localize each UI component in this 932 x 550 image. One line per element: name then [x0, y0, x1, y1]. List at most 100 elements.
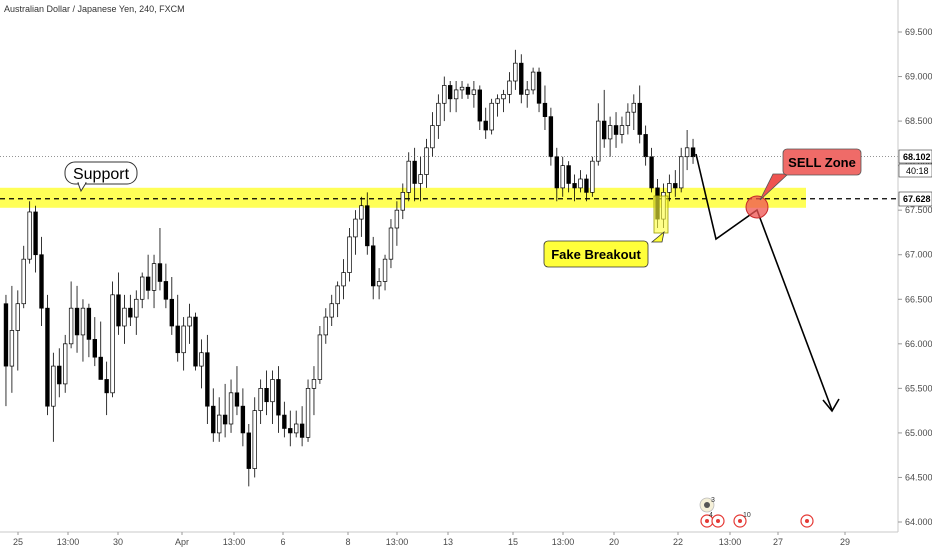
chart-title: Australian Dollar / Japanese Yen, 240, F… — [4, 4, 185, 14]
candle — [157, 228, 163, 291]
candle-body — [371, 245, 376, 287]
event-flag-icon-2[interactable]: 10 — [733, 512, 751, 528]
candle — [542, 85, 548, 130]
candle — [134, 290, 139, 335]
candle — [258, 379, 263, 424]
candle-body — [68, 307, 74, 345]
candle — [110, 281, 115, 398]
event-badges[interactable]: 3 4 10 — [699, 497, 814, 528]
candle-body — [667, 183, 672, 193]
candle — [483, 107, 488, 139]
candle-body — [513, 62, 518, 82]
candle-body — [596, 120, 601, 162]
candle — [228, 379, 234, 433]
y-tick-label: 65.000 — [905, 428, 932, 438]
candle — [530, 67, 536, 95]
candle — [347, 228, 352, 282]
candle-body — [572, 183, 577, 189]
event-count-1: 4 — [709, 512, 713, 519]
candle — [584, 174, 589, 202]
candle-body — [536, 71, 542, 104]
candle — [631, 94, 636, 130]
candle-body — [400, 192, 405, 211]
candle-body — [33, 211, 38, 256]
candle-body — [92, 339, 97, 358]
x-tick-label: 22 — [673, 537, 683, 547]
candle — [625, 103, 631, 135]
y-tick-label: 69.000 — [905, 72, 932, 82]
candle — [270, 370, 275, 424]
earnings-count-1: 3 — [711, 497, 715, 504]
event-flag-icon-3[interactable] — [800, 514, 814, 528]
candle-body — [157, 263, 163, 282]
candle — [536, 67, 542, 113]
candle-body — [483, 120, 488, 131]
candle-body — [264, 388, 269, 403]
candle — [323, 308, 328, 344]
y-tick-label: 67.500 — [905, 205, 932, 215]
candle — [365, 192, 370, 255]
candle-body — [187, 316, 192, 327]
candle-body — [234, 392, 240, 407]
candle — [359, 196, 364, 237]
candle — [211, 388, 216, 442]
candle — [92, 317, 97, 367]
candle-body — [560, 165, 565, 189]
candle — [15, 290, 20, 371]
candle — [388, 219, 394, 269]
candle — [418, 156, 423, 202]
candle — [566, 161, 571, 193]
candle-body — [394, 209, 400, 229]
candle — [376, 268, 382, 300]
candle — [234, 366, 240, 416]
x-axis: 25 13:00 30 Apr 13:00 6 8 13:00 13 15 13:00 20 22 13:… — [13, 532, 850, 547]
candle — [122, 294, 127, 344]
current-price-tag: 68.102 — [898, 149, 932, 164]
x-tick-label: 13:00 — [223, 537, 246, 547]
sell-zone-callout: SELL Zone — [782, 148, 862, 176]
y-axis: 69.50069.00068.50068.00067.50067.00066.5… — [898, 27, 932, 527]
candle — [299, 406, 305, 447]
candle — [74, 285, 80, 353]
candle — [430, 112, 435, 157]
candle-body — [501, 94, 506, 100]
candle-body — [45, 307, 50, 407]
candle — [311, 366, 317, 416]
candle — [51, 352, 56, 442]
candle — [519, 54, 524, 104]
candle-body — [684, 147, 690, 158]
candle — [205, 334, 210, 424]
candle — [477, 85, 482, 130]
candle-body — [151, 263, 157, 291]
x-tick-label: 25 — [13, 537, 23, 547]
projection-arrow — [695, 153, 840, 413]
fake-breakout-label: Fake Breakout — [551, 247, 641, 262]
sell-zone-marker — [745, 195, 769, 219]
candle-body — [163, 281, 169, 300]
candle — [264, 370, 269, 416]
event-flag-icon[interactable]: 4 — [700, 512, 725, 528]
candle-body — [181, 325, 186, 354]
candle-body — [329, 303, 334, 318]
candle-body — [584, 178, 589, 193]
candle — [276, 366, 281, 433]
candle — [27, 201, 32, 264]
candle — [448, 81, 453, 113]
candle-body — [359, 205, 364, 220]
candle-body — [578, 178, 583, 189]
candle — [495, 94, 500, 117]
candle — [187, 303, 192, 344]
candle — [222, 383, 228, 438]
earnings-icon[interactable]: 3 — [699, 497, 715, 513]
candle-body — [57, 365, 62, 385]
candle — [382, 254, 388, 291]
candle-body — [9, 330, 15, 367]
candle — [578, 170, 583, 193]
y-tick-label: 68.500 — [905, 116, 932, 126]
candle-body — [542, 102, 548, 117]
candle-body — [548, 116, 554, 158]
candle-body — [305, 388, 311, 438]
candle — [619, 116, 625, 144]
candle-body — [376, 281, 382, 287]
